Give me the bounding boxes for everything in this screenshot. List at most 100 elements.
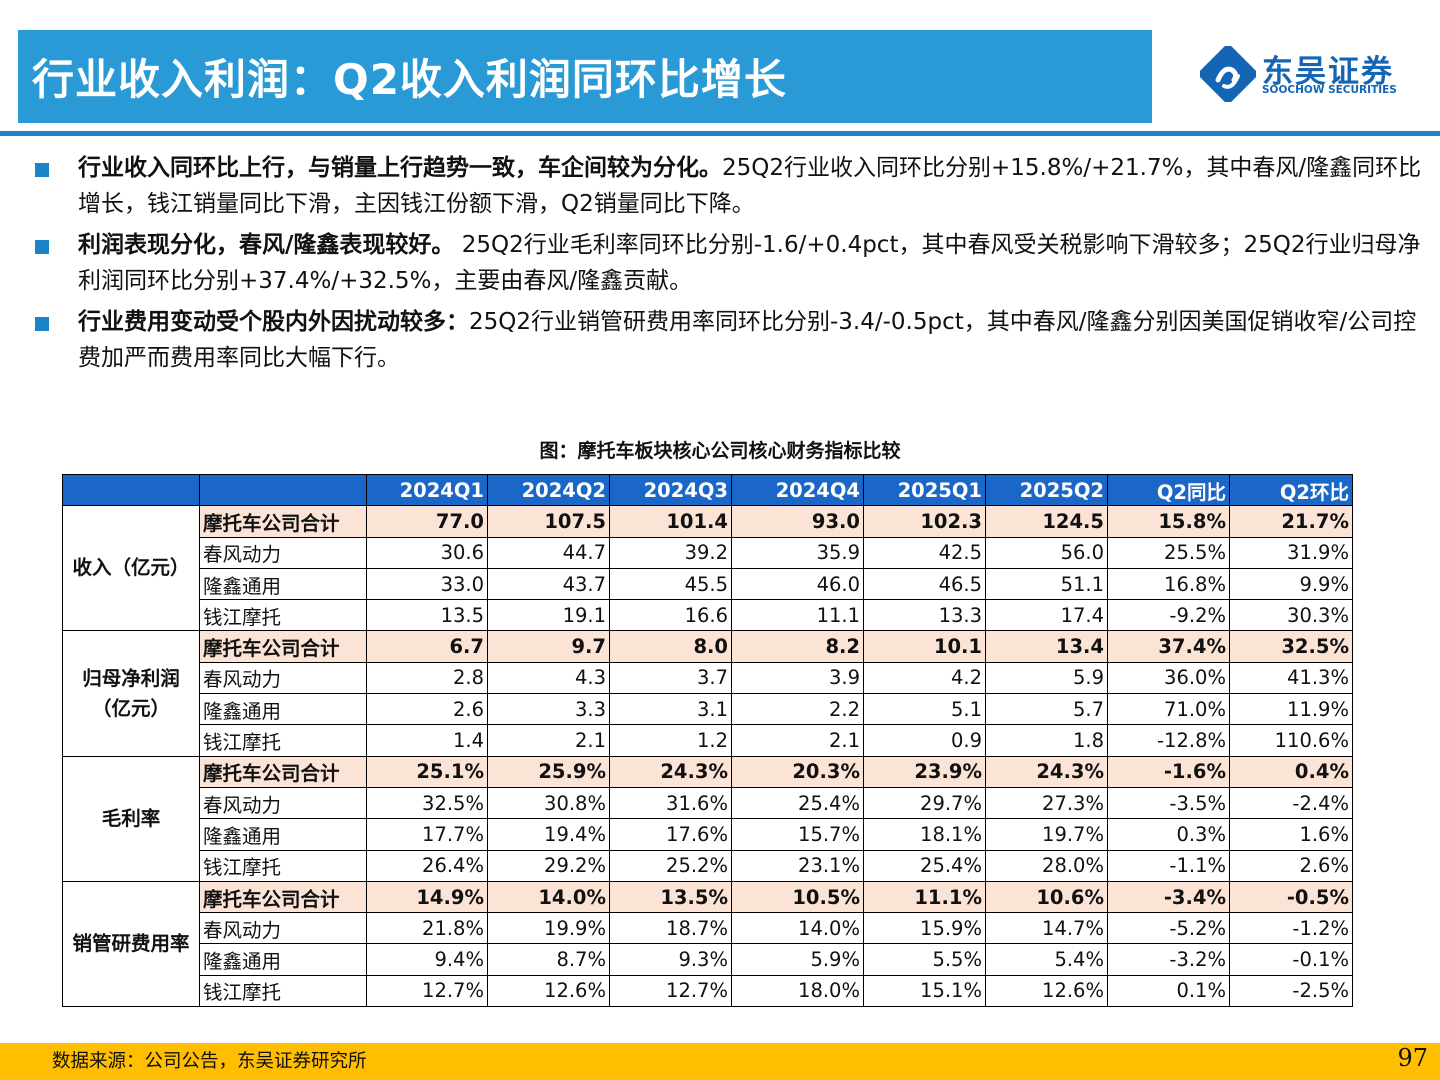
value-cell: 23.9%	[863, 755, 986, 788]
source-note: 数据来源：公司公告，东吴证券研究所	[52, 1051, 367, 1072]
logo-text-cn: 东吴证券	[1262, 54, 1394, 90]
bullet-square-icon	[35, 317, 49, 331]
table-row: 隆鑫通用 33.0 43.7 45.5 46.0 46.5 51.1 16.8% 9.9%	[63, 567, 1353, 601]
column-header: Q2环比	[1229, 473, 1353, 507]
value-cell: 2.1	[731, 724, 864, 757]
bullet-bold: 利润表现分化，春风/隆鑫表现较好。	[78, 232, 455, 258]
bullet-text: 25Q2行业收入同环比分别+15.8%/+21.7%，其中春风/隆鑫同环比增长，…	[78, 155, 1422, 217]
value-cell: 19.7%	[985, 818, 1108, 851]
company-name: 钱江摩托	[199, 599, 367, 632]
value-cell: 2.6%	[1229, 849, 1353, 882]
value-cell: 2.6	[366, 693, 488, 726]
bullet-bold: 行业费用变动受个股内外因扰动较多：	[78, 309, 469, 335]
value-cell: 5.4%	[985, 943, 1108, 976]
value-cell: 18.1%	[863, 818, 986, 851]
header-divider	[0, 131, 1440, 136]
company-name: 春风动力	[199, 786, 367, 820]
value-cell: 3.7	[609, 661, 732, 695]
table-row: 隆鑫通用 9.4% 8.7% 9.3% 5.9% 5.5% 5.4% -3.2% -0.1%	[63, 943, 1353, 976]
value-cell: 30.8%	[487, 786, 610, 820]
value-cell: 16.8%	[1107, 567, 1230, 601]
table-row: 隆鑫通用 17.7% 19.4% 17.6% 15.7% 18.1% 19.7% 0.3% 1.…	[63, 818, 1353, 851]
column-header: 2024Q1	[366, 473, 488, 507]
company-name: 钱江摩托	[199, 724, 367, 757]
value-cell: 11.9%	[1229, 693, 1353, 726]
column-header: 2024Q3	[609, 473, 732, 507]
value-cell: 31.9%	[1229, 536, 1353, 569]
value-cell: 3.3	[487, 693, 610, 726]
value-cell: 5.7	[985, 693, 1108, 726]
value-cell: 2.2	[731, 693, 864, 726]
value-cell: 41.3%	[1229, 661, 1353, 695]
value-cell: 12.6%	[487, 974, 610, 1008]
value-cell: 25.2%	[609, 849, 732, 882]
value-cell: 17.7%	[366, 818, 488, 851]
value-cell: 5.5%	[863, 943, 986, 976]
table-row: 春风动力 21.8% 19.9% 18.7% 14.0% 15.9% 14.7% -5.2% -…	[63, 912, 1353, 945]
value-cell: 1.8	[985, 724, 1108, 757]
value-cell: 17.6%	[609, 818, 732, 851]
bullet-item: 行业费用变动受个股内外因扰动较多：25Q2行业销管研费用率同环比分别-3.4/-…	[32, 304, 1422, 376]
value-cell: 14.0%	[487, 880, 610, 914]
value-cell: -3.4%	[1107, 880, 1230, 914]
bullet-text: 25Q2行业毛利率同环比分别-1.6/+0.4pct，其中春风受关税影响下滑较多…	[78, 232, 1421, 294]
value-cell: -3.5%	[1107, 786, 1230, 820]
value-cell: 46.0	[731, 567, 864, 601]
value-cell: 37.4%	[1107, 630, 1230, 663]
table-row: 春风动力 30.6 44.7 39.2 35.9 42.5 56.0 25.5% 31.9%	[63, 536, 1353, 569]
figure-title: 图：摩托车板块核心公司核心财务指标比较	[539, 440, 901, 462]
value-cell: 29.7%	[863, 786, 986, 820]
value-cell: 1.2	[609, 724, 732, 757]
value-cell: 4.2	[863, 661, 986, 695]
value-cell: 32.5%	[366, 786, 488, 820]
value-cell: 17.4	[985, 599, 1108, 632]
value-cell: 0.1%	[1107, 974, 1230, 1008]
value-cell: 25.4%	[863, 849, 986, 882]
metric-label: 收入（亿元）	[62, 505, 200, 632]
value-cell: 8.2	[731, 630, 864, 663]
value-cell: -0.1%	[1229, 943, 1353, 976]
company-name: 隆鑫通用	[199, 943, 367, 976]
value-cell: 29.2%	[487, 849, 610, 882]
value-cell: 2.1	[487, 724, 610, 757]
value-cell: 51.1	[985, 567, 1108, 601]
value-cell: 46.5	[863, 567, 986, 601]
value-cell: 31.6%	[609, 786, 732, 820]
company-name: 隆鑫通用	[199, 693, 367, 726]
column-header: 2025Q1	[863, 473, 986, 507]
value-cell: 21.7%	[1229, 505, 1353, 538]
value-cell: 14.7%	[985, 912, 1108, 945]
value-cell: 3.9	[731, 661, 864, 695]
value-cell: 12.7%	[609, 974, 732, 1008]
value-cell: 18.0%	[731, 974, 864, 1008]
value-cell: 1.4	[366, 724, 488, 757]
bullet-text: 25Q2行业销管研费用率同环比分别-3.4/-0.5pct，其中春风/隆鑫分别因…	[78, 309, 1417, 371]
bullet-list: 行业收入同环比上行，与销量上行趋势一致，车企间较为分化。25Q2行业收入同环比分…	[32, 150, 1422, 381]
table-row: 春风动力 32.5% 30.8% 31.6% 25.4% 29.7% 27.3% -3.5% -…	[63, 786, 1353, 820]
value-cell: 14.9%	[366, 880, 488, 914]
value-cell: 18.7%	[609, 912, 732, 945]
value-cell: 35.9	[731, 536, 864, 569]
company-name: 钱江摩托	[199, 849, 367, 882]
value-cell: 11.1%	[863, 880, 986, 914]
value-cell: -12.8%	[1107, 724, 1230, 757]
company-name: 春风动力	[199, 912, 367, 945]
value-cell: 24.3%	[609, 755, 732, 788]
value-cell: 24.3%	[985, 755, 1108, 788]
bullet-bold: 行业收入同环比上行，与销量上行趋势一致，车企间较为分化。	[78, 155, 722, 181]
column-header: 2024Q4	[731, 473, 864, 507]
value-cell: 15.7%	[731, 818, 864, 851]
header-blank-cell	[62, 473, 200, 507]
table-row: 钱江摩托 26.4% 29.2% 25.2% 23.1% 25.4% 28.0% -1.1% 2…	[63, 849, 1353, 882]
value-cell: 19.4%	[487, 818, 610, 851]
value-cell: 8.0	[609, 630, 732, 663]
value-cell: 9.3%	[609, 943, 732, 976]
value-cell: -1.6%	[1107, 755, 1230, 788]
value-cell: -5.2%	[1107, 912, 1230, 945]
value-cell: 124.5	[985, 505, 1108, 538]
value-cell: 20.3%	[731, 755, 864, 788]
value-cell: 36.0%	[1107, 661, 1230, 695]
value-cell: -3.2%	[1107, 943, 1230, 976]
value-cell: 107.5	[487, 505, 610, 538]
value-cell: -9.2%	[1107, 599, 1230, 632]
